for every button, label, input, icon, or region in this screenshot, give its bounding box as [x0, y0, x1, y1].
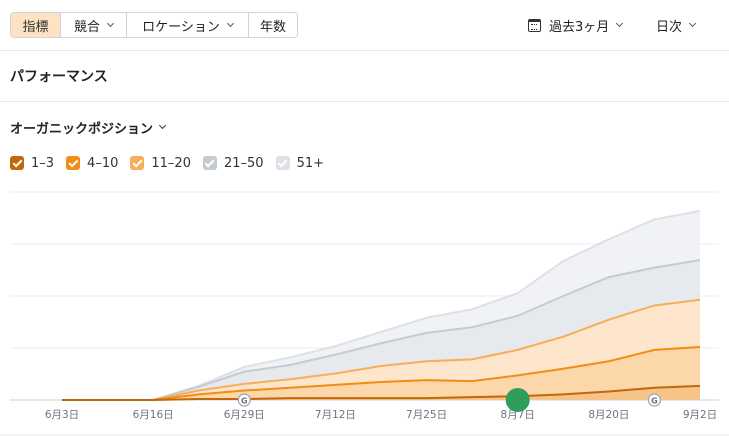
chart-title-dropdown[interactable]: オーガニックポジション — [10, 118, 167, 137]
area-series-51- — [62, 210, 700, 400]
checkbox-icon — [10, 156, 24, 170]
line-series-21-50 — [62, 259, 701, 401]
legend-item-51-plus[interactable]: 51+ — [275, 156, 324, 171]
section-title: パフォーマンス — [10, 69, 108, 85]
chevron-down-icon — [226, 19, 234, 27]
tab-competitors[interactable]: 競合 — [61, 13, 127, 37]
area-series-21-50 — [62, 260, 700, 400]
toolbar: 指標 競合 ロケーション 年数 過去3ヶ月 日次 — [10, 12, 719, 38]
checkbox-icon — [66, 156, 81, 170]
chevron-down-icon — [616, 19, 624, 27]
tab-metrics[interactable]: 指標 — [11, 13, 61, 37]
x-tick-label: 7月25日 — [406, 409, 447, 421]
legend-item-21-50[interactable]: 21–50 — [202, 156, 264, 171]
divider — [0, 101, 729, 102]
checkbox-icon — [202, 156, 217, 170]
google-update-label: G — [651, 397, 658, 406]
area-series-1-3 — [62, 385, 700, 400]
metric-tab-group: 指標 競合 ロケーション 年数 — [10, 12, 298, 38]
x-tick-label: 6月29日 — [224, 409, 265, 421]
chevron-down-icon — [688, 19, 697, 27]
line-series-1-3 — [62, 384, 701, 401]
divider — [0, 50, 729, 51]
chevron-down-icon — [158, 121, 167, 130]
line-series-4-10 — [62, 346, 701, 401]
calendar-icon — [528, 18, 541, 32]
tab-location[interactable]: ロケーション — [127, 13, 249, 37]
line-series-11-20 — [62, 298, 701, 401]
x-tick-label: 9月2日 — [683, 409, 717, 421]
x-tick-label: 6月16日 — [133, 409, 174, 421]
highlight-dot — [505, 388, 530, 412]
legend-item-1-3[interactable]: 1–3 — [10, 156, 54, 171]
google-update-label: G — [241, 397, 248, 406]
checkbox-icon — [130, 156, 145, 170]
x-tick-label: 6月3日 — [45, 409, 79, 421]
legend-item-4-10[interactable]: 4–10 — [66, 156, 118, 171]
area-series-11-20 — [62, 299, 700, 400]
tab-years[interactable]: 年数 — [249, 13, 297, 37]
chevron-down-icon — [106, 19, 115, 27]
google-update-icon — [647, 393, 662, 407]
x-tick-label: 7月12日 — [315, 409, 356, 421]
x-tick-label: 8月20日 — [588, 409, 629, 421]
area-series-4-10 — [62, 347, 700, 400]
x-tick-label: 8月7日 — [501, 409, 535, 421]
chart-legend: 1–3 4–10 11–20 21–50 51+ — [10, 154, 336, 172]
google-update-icon — [237, 393, 251, 407]
legend-item-11-20[interactable]: 11–20 — [130, 156, 191, 171]
checkbox-icon — [275, 156, 290, 170]
granularity-dropdown[interactable]: 日次 — [656, 12, 697, 38]
organic-positions-chart: 6月3日 6月16日 6月29日 7月12日 7月25日 8月7日 8月20日 9月2日 G G — [0, 191, 729, 436]
date-range-dropdown[interactable]: 過去3ヶ月 — [528, 12, 624, 38]
